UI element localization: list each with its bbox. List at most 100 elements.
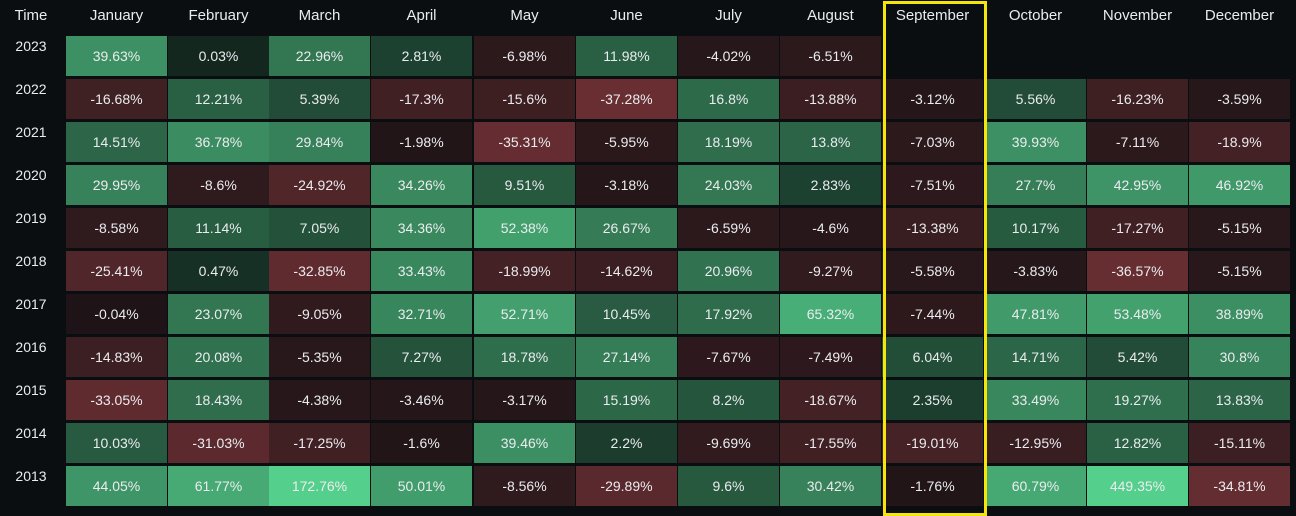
month-header-september: September	[895, 7, 970, 24]
return-cell-2023-august: -6.51%	[780, 36, 881, 76]
return-cell-2021-april: -1.98%	[371, 122, 472, 162]
month-header-june: June	[610, 7, 643, 24]
return-cell-2016-may: 18.78%	[474, 337, 575, 377]
return-cell-2019-january: -8.58%	[66, 208, 167, 248]
return-cell-2014-december: -15.11%	[1189, 423, 1290, 463]
return-cell-2017-may: 52.71%	[474, 294, 575, 334]
return-cell-2019-june: 26.67%	[576, 208, 677, 248]
return-cell-2014-may: 39.46%	[474, 423, 575, 463]
return-cell-2014-february: -31.03%	[168, 423, 269, 463]
month-header-july: July	[715, 7, 742, 24]
return-cell-2013-march: 172.76%	[269, 466, 370, 506]
return-cell-2018-june: -14.62%	[576, 251, 677, 291]
return-cell-2015-november: 19.27%	[1087, 380, 1188, 420]
return-cell-2016-august: -7.49%	[780, 337, 881, 377]
return-cell-2018-august: -9.27%	[780, 251, 881, 291]
return-cell-2016-march: -5.35%	[269, 337, 370, 377]
return-cell-2019-november: -17.27%	[1087, 208, 1188, 248]
return-cell-2015-september: 2.35%	[882, 380, 983, 420]
return-cell-2017-september: -7.44%	[882, 294, 983, 334]
month-header-december: December	[1204, 7, 1275, 24]
return-cell-2022-july: 16.8%	[678, 79, 779, 119]
return-cell-2013-april: 50.01%	[371, 466, 472, 506]
return-cell-2014-august: -17.55%	[780, 423, 881, 463]
return-cell-2015-april: -3.46%	[371, 380, 472, 420]
year-label-2013: 2013	[15, 468, 47, 484]
return-cell-2023-march: 22.96%	[269, 36, 370, 76]
return-cell-2019-may: 52.38%	[474, 208, 575, 248]
year-label-2019: 2019	[15, 210, 47, 226]
year-label-2021: 2021	[15, 124, 47, 140]
return-cell-2019-october: 10.17%	[985, 208, 1086, 248]
return-cell-2021-august: 13.8%	[780, 122, 881, 162]
return-cell-2013-july: 9.6%	[678, 466, 779, 506]
return-cell-2017-april: 32.71%	[371, 294, 472, 334]
return-cell-2022-november: -16.23%	[1087, 79, 1188, 119]
return-cell-2021-november: -7.11%	[1087, 122, 1188, 162]
return-cell-2018-april: 33.43%	[371, 251, 472, 291]
return-cell-2023-november	[1087, 36, 1188, 76]
return-cell-2017-december: 38.89%	[1189, 294, 1290, 334]
return-cell-2022-october: 5.56%	[985, 79, 1086, 119]
return-cell-2021-december: -18.9%	[1189, 122, 1290, 162]
return-cell-2018-january: -25.41%	[66, 251, 167, 291]
return-cell-2016-september: 6.04%	[882, 337, 983, 377]
return-cell-2018-september: -5.58%	[882, 251, 983, 291]
return-cell-2016-november: 5.42%	[1087, 337, 1188, 377]
year-label-2023: 2023	[15, 38, 47, 54]
return-cell-2013-june: -29.89%	[576, 466, 677, 506]
return-cell-2015-june: 15.19%	[576, 380, 677, 420]
return-cell-2016-october: 14.71%	[985, 337, 1086, 377]
return-cell-2019-august: -4.6%	[780, 208, 881, 248]
return-cell-2014-september: -19.01%	[882, 423, 983, 463]
return-cell-2020-august: 2.83%	[780, 165, 881, 205]
return-cell-2018-july: 20.96%	[678, 251, 779, 291]
month-header-april: April	[406, 7, 437, 24]
return-cell-2020-july: 24.03%	[678, 165, 779, 205]
return-cell-2013-february: 61.77%	[168, 466, 269, 506]
return-cell-2016-june: 27.14%	[576, 337, 677, 377]
return-cell-2019-february: 11.14%	[168, 208, 269, 248]
corner-label-time: Time	[14, 7, 48, 24]
return-cell-2020-april: 34.26%	[371, 165, 472, 205]
year-label-2022: 2022	[15, 81, 47, 97]
return-cell-2017-march: -9.05%	[269, 294, 370, 334]
return-cell-2014-october: -12.95%	[985, 423, 1086, 463]
return-cell-2018-may: -18.99%	[474, 251, 575, 291]
year-label-2016: 2016	[15, 339, 47, 355]
year-label-2018: 2018	[15, 253, 47, 269]
return-cell-2023-september	[882, 36, 983, 76]
return-cell-2021-february: 36.78%	[168, 122, 269, 162]
month-header-may: May	[510, 7, 539, 24]
return-cell-2023-january: 39.63%	[66, 36, 167, 76]
return-cell-2016-july: -7.67%	[678, 337, 779, 377]
return-cell-2018-november: -36.57%	[1087, 251, 1188, 291]
return-cell-2021-september: -7.03%	[882, 122, 983, 162]
return-cell-2021-july: 18.19%	[678, 122, 779, 162]
return-cell-2013-december: -34.81%	[1189, 466, 1290, 506]
return-cell-2014-january: 10.03%	[66, 423, 167, 463]
year-label-2014: 2014	[15, 425, 47, 441]
return-cell-2021-october: 39.93%	[985, 122, 1086, 162]
return-cell-2018-february: 0.47%	[168, 251, 269, 291]
return-cell-2022-february: 12.21%	[168, 79, 269, 119]
return-cell-2019-march: 7.05%	[269, 208, 370, 248]
return-cell-2022-september: -3.12%	[882, 79, 983, 119]
return-cell-2022-january: -16.68%	[66, 79, 167, 119]
return-cell-2015-july: 8.2%	[678, 380, 779, 420]
return-cell-2013-october: 60.79%	[985, 466, 1086, 506]
return-cell-2016-december: 30.8%	[1189, 337, 1290, 377]
return-cell-2013-november: 449.35%	[1087, 466, 1188, 506]
month-header-february: February	[188, 7, 249, 24]
return-cell-2022-august: -13.88%	[780, 79, 881, 119]
return-cell-2022-december: -3.59%	[1189, 79, 1290, 119]
return-cell-2015-december: 13.83%	[1189, 380, 1290, 420]
return-cell-2023-july: -4.02%	[678, 36, 779, 76]
return-cell-2015-august: -18.67%	[780, 380, 881, 420]
return-cell-2015-may: -3.17%	[474, 380, 575, 420]
year-label-2017: 2017	[15, 296, 47, 312]
return-cell-2017-october: 47.81%	[985, 294, 1086, 334]
return-cell-2022-march: 5.39%	[269, 79, 370, 119]
return-cell-2019-december: -5.15%	[1189, 208, 1290, 248]
